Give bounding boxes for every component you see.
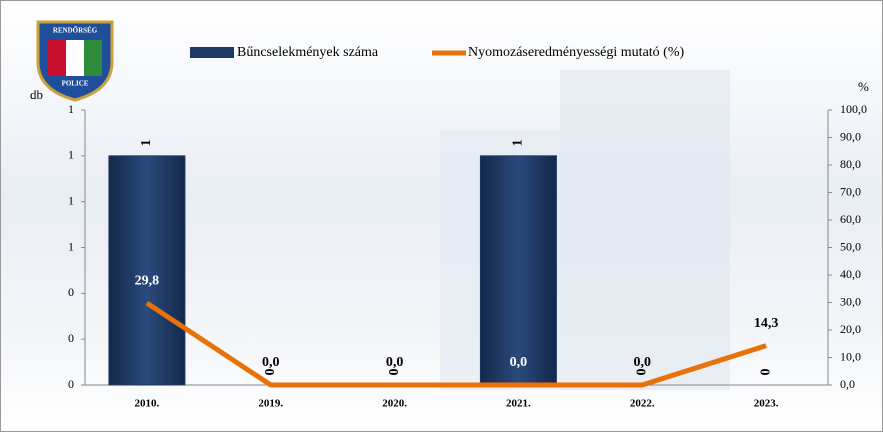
- line: [145, 300, 767, 388]
- legend-label: Bűncselekmények száma: [237, 45, 379, 60]
- line-value-label: 0,0: [510, 355, 528, 370]
- logo-bottom: POLICE: [62, 80, 89, 88]
- x-tick-label: 2022.: [630, 398, 655, 410]
- background-building: [560, 70, 730, 390]
- y2-tick-label: 50,0: [840, 239, 861, 253]
- bar: [479, 155, 557, 386]
- line-value-label: 14,3: [754, 316, 779, 331]
- y2-tick-label: 20,0: [840, 322, 861, 336]
- bar-value-label: 0: [758, 369, 773, 376]
- y-tick-label: 0: [68, 331, 74, 345]
- y-tick-label: 0: [68, 377, 74, 391]
- x-tick-label: 2019.: [258, 398, 283, 410]
- legend-label: Nyomozáseredményességi mutató (%): [468, 45, 684, 60]
- y2-tick-label: 60,0: [840, 212, 861, 226]
- line-value-label: 0,0: [386, 355, 404, 370]
- line-value-label: 29,8: [135, 273, 160, 288]
- logo: RENDŐRSÉG POLICE: [36, 20, 114, 102]
- bar-value-label: 0: [387, 369, 402, 376]
- y-tick-label: 1: [68, 239, 74, 253]
- logo-top: RENDŐRSÉG: [53, 27, 98, 35]
- bar-value-label: 1: [139, 139, 154, 146]
- bar-value-label: 1: [511, 139, 526, 146]
- y-tick-label: 1: [68, 148, 74, 162]
- y2-tick-label: 70,0: [840, 184, 861, 198]
- bar-value-label: 0: [263, 369, 278, 376]
- line-value-label: 0,0: [634, 355, 652, 370]
- y2-tick-label: 90,0: [840, 129, 861, 143]
- y2-tick-label: 30,0: [840, 294, 861, 308]
- y2-tick-label: 10,0: [840, 349, 861, 363]
- y-tick-label: 1: [68, 193, 74, 207]
- y2-axis-label: %: [858, 79, 869, 94]
- y2-tick-label: 40,0: [840, 267, 861, 281]
- x-tick-label: 2021.: [506, 398, 531, 410]
- y2-tick-label: 0,0: [840, 377, 855, 391]
- bar: [108, 155, 186, 386]
- x-tick-label: 2010.: [135, 398, 160, 410]
- y-tick-label: 0: [68, 285, 74, 299]
- line-value-label: 0,0: [262, 355, 280, 370]
- y-tick-label: 1: [68, 102, 74, 116]
- x-tick-label: 2020.: [382, 398, 407, 410]
- y2-tick-label: 100,0: [840, 102, 867, 116]
- y-axis-label: db: [30, 87, 43, 102]
- y2-tick-label: 80,0: [840, 157, 861, 171]
- bar-value-label: 0: [634, 369, 649, 376]
- legend-swatch: [190, 47, 234, 58]
- x-tick-label: 2023.: [754, 398, 779, 410]
